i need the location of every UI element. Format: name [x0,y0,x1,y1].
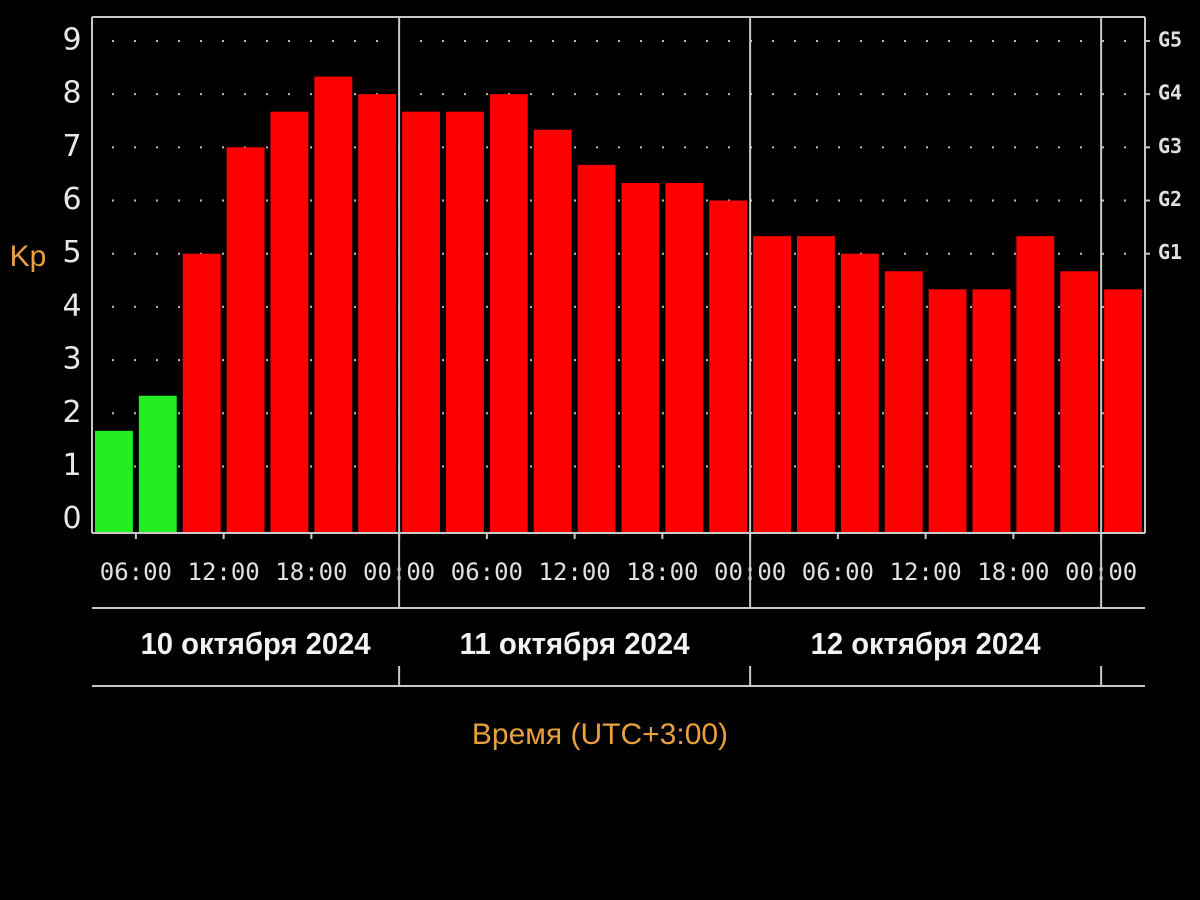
bar [665,182,704,533]
bar [621,182,660,533]
x-tick-label: 12:00 [188,558,260,586]
bar [753,236,791,534]
bar [314,76,353,534]
x-tick-label: 18:00 [626,558,698,586]
bar [489,94,528,533]
x-tick-label: 12:00 [890,558,962,586]
y-tick-label: 4 [62,288,81,323]
x-tick-label: 06:00 [451,558,523,586]
bar [95,430,133,533]
bar [884,271,923,533]
bar [972,289,1011,533]
date-label: 10 октября 2024 [141,626,372,661]
bar [928,289,967,533]
bar [1104,289,1142,533]
y-tick-label: 2 [62,395,81,430]
y-axis-label: Kp [10,240,47,273]
y-tick-label: 1 [62,448,81,483]
bar [446,111,484,533]
y-tick-label: 5 [62,235,81,270]
date-label: 11 октября 2024 [460,626,691,661]
y-tick-label: 3 [62,342,81,377]
bar [533,129,572,533]
y2-tick-label: G4 [1158,81,1182,105]
y-tick-label: 0 [62,501,81,536]
x-axis-label: Время (UTC+3:00) [472,718,728,751]
bar [358,94,397,533]
y2-tick-label: G2 [1158,187,1182,211]
y-tick-label: 6 [62,182,81,217]
bar [182,253,221,533]
bar [577,164,616,534]
bar [1016,236,1055,534]
x-tick-label: 06:00 [100,558,172,586]
y2-tick-label: G3 [1158,134,1182,158]
bar [797,236,835,534]
x-tick-label: 18:00 [977,558,1049,586]
date-label: 12 октября 2024 [811,626,1042,661]
y-tick-label: 7 [62,129,81,164]
y2-tick-label: G1 [1158,240,1182,264]
bar [226,147,265,533]
bar [840,253,879,533]
bar [402,111,440,533]
x-tick-label: 06:00 [802,558,874,586]
y-tick-label: 8 [62,76,81,111]
x-tick-label: 12:00 [539,558,611,586]
y2-tick-label: G5 [1158,27,1182,51]
bar [709,200,748,534]
bar [270,111,309,533]
bar [1060,271,1099,533]
y-tick-label: 9 [62,22,81,57]
x-tick-label: 18:00 [275,558,347,586]
bar [138,395,177,533]
